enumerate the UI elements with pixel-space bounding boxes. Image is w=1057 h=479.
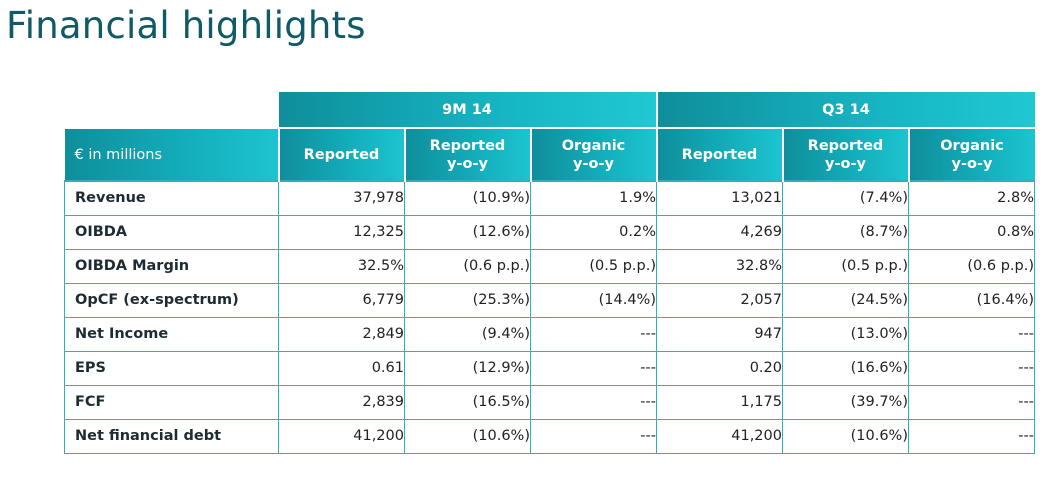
table-cell: 0.61 bbox=[278, 350, 405, 386]
row-label: OIBDA bbox=[64, 214, 279, 250]
table-cell: --- bbox=[530, 316, 657, 352]
table-row: OIBDA Margin 32.5% (0.6 p.p.) (0.5 p.p.) 32.… bbox=[64, 248, 1035, 284]
page-title: Financial highlights bbox=[6, 4, 366, 47]
table-cell: (14.4%) bbox=[530, 282, 657, 318]
group-header-9m14: 9M 14 bbox=[278, 92, 658, 128]
table-cell: 2,839 bbox=[278, 384, 405, 420]
table-cell: 947 bbox=[656, 316, 783, 352]
column-header: Reported y-o-y bbox=[403, 127, 531, 181]
header-spacer bbox=[65, 92, 279, 128]
table-cell: 4,269 bbox=[656, 214, 783, 250]
row-label: FCF bbox=[64, 384, 279, 420]
table-cell: 41,200 bbox=[656, 418, 783, 454]
table-cell: (0.6 p.p.) bbox=[908, 248, 1035, 284]
table-cell: 1,175 bbox=[656, 384, 783, 420]
table-cell: (16.6%) bbox=[782, 350, 909, 386]
group-header-q314: Q3 14 bbox=[656, 92, 1035, 128]
table-cell: (10.6%) bbox=[404, 418, 531, 454]
table-cell: (24.5%) bbox=[782, 282, 909, 318]
column-header: Reported y-o-y bbox=[781, 127, 909, 181]
table-cell: 6,779 bbox=[278, 282, 405, 318]
table-row: OpCF (ex-spectrum) 6,779 (25.3%) (14.4%) 2,0… bbox=[64, 282, 1035, 318]
column-header: Organic y-o-y bbox=[907, 127, 1035, 181]
table-cell: --- bbox=[530, 418, 657, 454]
table-cell: (10.6%) bbox=[782, 418, 909, 454]
table-row: Revenue 37,978 (10.9%) 1.9% 13,021 (7.4%) 2.8% bbox=[64, 180, 1035, 216]
table-cell: (12.6%) bbox=[404, 214, 531, 250]
table-cell: 2.8% bbox=[908, 180, 1035, 216]
column-header-row: € in millions Reported Reported y-o-y Org… bbox=[64, 127, 1035, 181]
column-header: Reported bbox=[277, 127, 405, 181]
table-cell: --- bbox=[908, 350, 1035, 386]
table-cell: (25.3%) bbox=[404, 282, 531, 318]
table-cell: 32.8% bbox=[656, 248, 783, 284]
table-cell: 32.5% bbox=[278, 248, 405, 284]
table-cell: (13.0%) bbox=[782, 316, 909, 352]
table-cell: (16.4%) bbox=[908, 282, 1035, 318]
row-label: OpCF (ex-spectrum) bbox=[64, 282, 279, 318]
table-cell: 1.9% bbox=[530, 180, 657, 216]
table-cell: --- bbox=[908, 384, 1035, 420]
table-row: Net financial debt 41,200 (10.6%) --- 41,200… bbox=[64, 418, 1035, 454]
table-cell: 0.20 bbox=[656, 350, 783, 386]
table-cell: (8.7%) bbox=[782, 214, 909, 250]
row-label: Net financial debt bbox=[64, 418, 279, 454]
label-column-header: € in millions bbox=[64, 127, 279, 181]
table-cell: 37,978 bbox=[278, 180, 405, 216]
financial-highlights-table: 9M 14 Q3 14 € in millions Reported Repor… bbox=[64, 92, 1035, 454]
table-cell: (10.9%) bbox=[404, 180, 531, 216]
row-label: OIBDA Margin bbox=[64, 248, 279, 284]
table-row: EPS 0.61 (12.9%) --- 0.20 (16.6%) --- bbox=[64, 350, 1035, 386]
row-label: EPS bbox=[64, 350, 279, 386]
table-cell: (0.6 p.p.) bbox=[404, 248, 531, 284]
group-header-row: 9M 14 Q3 14 bbox=[65, 92, 1035, 128]
table-cell: 2,849 bbox=[278, 316, 405, 352]
table-cell: --- bbox=[530, 384, 657, 420]
row-label: Net Income bbox=[64, 316, 279, 352]
table-cell: (12.9%) bbox=[404, 350, 531, 386]
table-cell: 0.8% bbox=[908, 214, 1035, 250]
column-header: Reported bbox=[655, 127, 783, 181]
table-cell: 2,057 bbox=[656, 282, 783, 318]
table-cell: 12,325 bbox=[278, 214, 405, 250]
table-cell: (7.4%) bbox=[782, 180, 909, 216]
table-row: Net Income 2,849 (9.4%) --- 947 (13.0%) --- bbox=[64, 316, 1035, 352]
table-cell: (0.5 p.p.) bbox=[782, 248, 909, 284]
column-header: Organic y-o-y bbox=[529, 127, 657, 181]
table-cell: (39.7%) bbox=[782, 384, 909, 420]
table-cell: (9.4%) bbox=[404, 316, 531, 352]
table-row: FCF 2,839 (16.5%) --- 1,175 (39.7%) --- bbox=[64, 384, 1035, 420]
table-cell: 13,021 bbox=[656, 180, 783, 216]
table-cell: (16.5%) bbox=[404, 384, 531, 420]
table-cell: 41,200 bbox=[278, 418, 405, 454]
table-cell: --- bbox=[908, 316, 1035, 352]
table-row: OIBDA 12,325 (12.6%) 0.2% 4,269 (8.7%) 0.8% bbox=[64, 214, 1035, 250]
row-label: Revenue bbox=[64, 180, 279, 216]
table-cell: --- bbox=[530, 350, 657, 386]
table-cell: (0.5 p.p.) bbox=[530, 248, 657, 284]
table-cell: --- bbox=[908, 418, 1035, 454]
table-cell: 0.2% bbox=[530, 214, 657, 250]
